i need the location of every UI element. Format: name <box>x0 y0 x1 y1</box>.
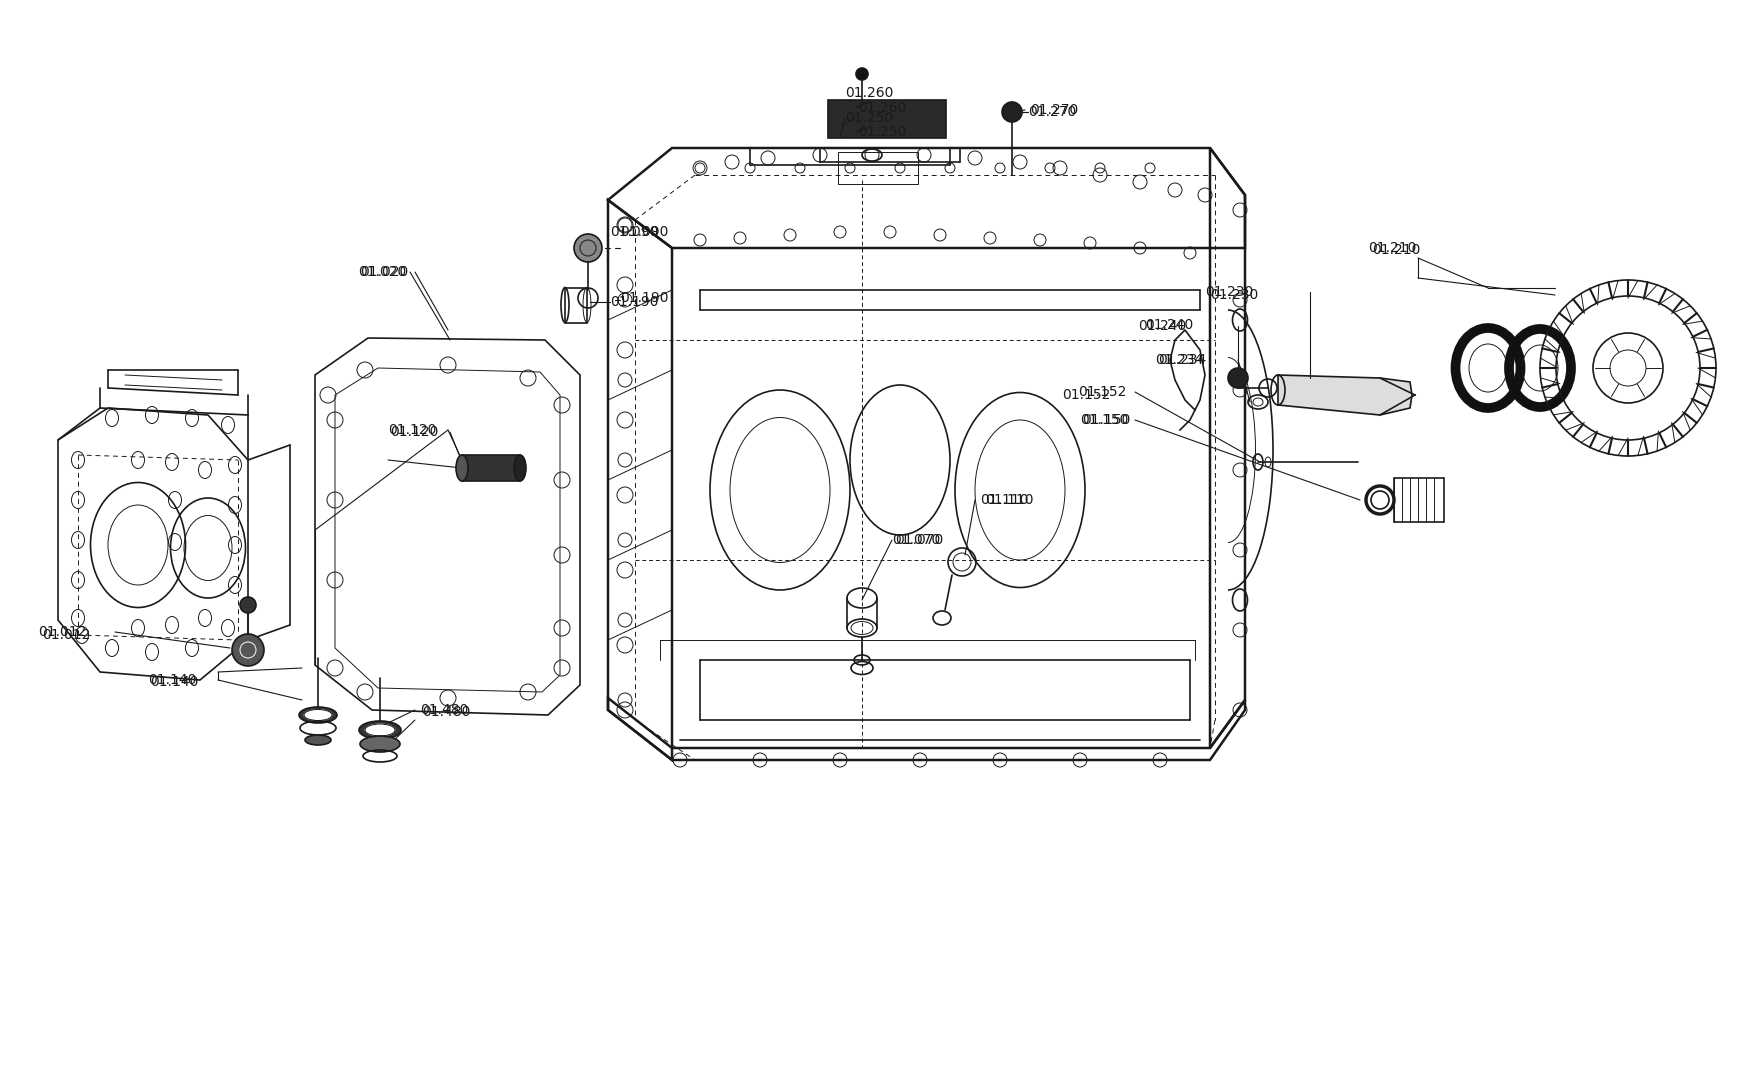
Text: 01.230: 01.230 <box>1209 288 1257 302</box>
Text: 01.090: 01.090 <box>619 225 668 239</box>
Bar <box>838 152 918 184</box>
Text: 01.140: 01.140 <box>148 673 197 687</box>
Text: 01.152: 01.152 <box>1061 388 1109 402</box>
Polygon shape <box>1276 374 1410 415</box>
Circle shape <box>856 68 868 80</box>
Text: 01.230: 01.230 <box>1205 285 1252 299</box>
Text: 01.250: 01.250 <box>845 111 892 125</box>
Bar <box>463 455 520 482</box>
Text: 01.260: 01.260 <box>845 86 892 100</box>
Text: 01.190: 01.190 <box>610 295 657 309</box>
Ellipse shape <box>360 736 400 752</box>
Circle shape <box>1002 102 1021 122</box>
Ellipse shape <box>513 455 525 482</box>
Text: 01.070: 01.070 <box>894 533 943 547</box>
Text: 01.190: 01.190 <box>619 291 668 305</box>
Text: 01.210: 01.210 <box>1372 243 1419 257</box>
Text: 01.270: 01.270 <box>1028 105 1076 119</box>
Text: 01.150: 01.150 <box>1082 413 1130 427</box>
Ellipse shape <box>365 724 395 736</box>
Circle shape <box>240 597 256 613</box>
Text: 01.012: 01.012 <box>38 625 87 639</box>
Ellipse shape <box>358 721 400 739</box>
Text: 01.110: 01.110 <box>979 493 1028 507</box>
Text: 01.234: 01.234 <box>1155 353 1203 367</box>
Text: 01.020: 01.020 <box>360 265 409 279</box>
Bar <box>828 100 946 138</box>
Text: 01.110: 01.110 <box>984 493 1033 507</box>
Text: 01.120: 01.120 <box>388 423 436 437</box>
Text: 01.210: 01.210 <box>1367 241 1416 255</box>
Text: 01.240: 01.240 <box>1137 319 1186 333</box>
Text: 01.270: 01.270 <box>1029 103 1078 117</box>
Text: 01.120: 01.120 <box>390 425 438 439</box>
Bar <box>565 288 586 323</box>
Text: 01.480: 01.480 <box>423 705 470 719</box>
Text: 01.240: 01.240 <box>1144 318 1193 332</box>
Circle shape <box>574 234 602 262</box>
Text: 01.480: 01.480 <box>419 703 468 717</box>
Ellipse shape <box>304 709 332 720</box>
Text: 01.020: 01.020 <box>358 265 405 279</box>
Text: 01.012: 01.012 <box>42 628 90 642</box>
Text: 01.090: 01.090 <box>610 225 657 239</box>
Text: 01.152: 01.152 <box>1078 385 1125 399</box>
Bar <box>1393 478 1443 522</box>
Text: 01.250: 01.250 <box>857 125 906 139</box>
Text: 01.234: 01.234 <box>1158 353 1205 367</box>
Text: 01.150: 01.150 <box>1080 413 1127 427</box>
Circle shape <box>231 635 264 666</box>
Text: 01.070: 01.070 <box>892 533 939 547</box>
Ellipse shape <box>299 707 337 723</box>
Text: 01.260: 01.260 <box>857 101 906 114</box>
Circle shape <box>1228 368 1247 388</box>
Ellipse shape <box>456 455 468 482</box>
Ellipse shape <box>304 735 330 745</box>
Text: 01.140: 01.140 <box>150 675 198 689</box>
